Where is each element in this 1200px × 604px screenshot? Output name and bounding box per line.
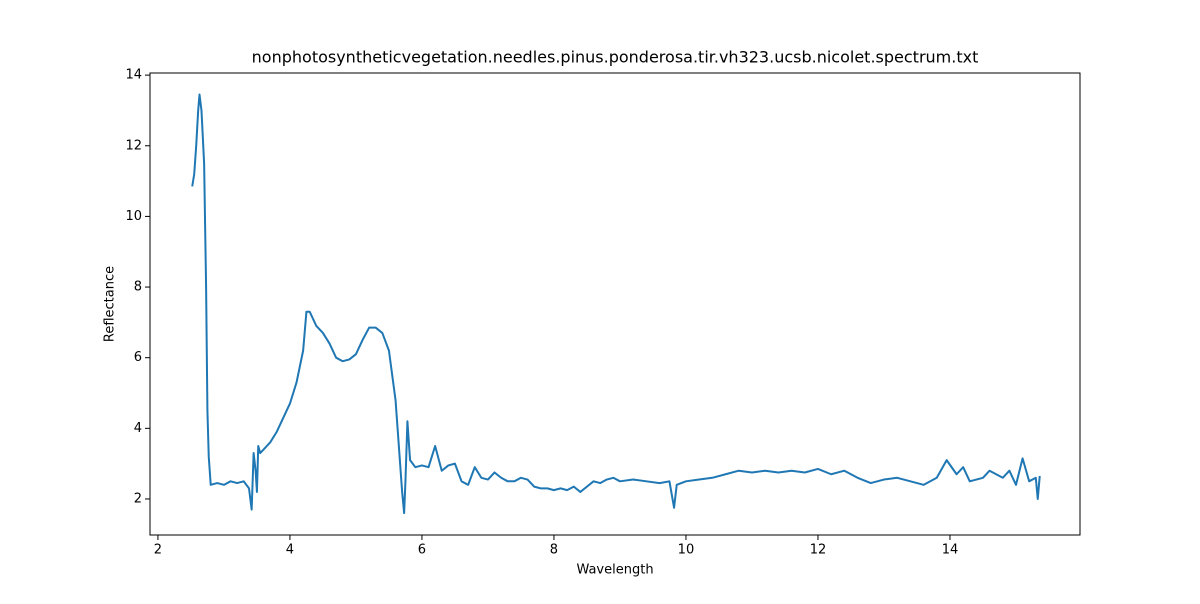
x-tick-label: 8 <box>550 543 558 558</box>
x-tick-label: 2 <box>154 543 162 558</box>
y-tick-label: 6 <box>134 350 142 365</box>
chart-title: nonphotosyntheticvegetation.needles.pinu… <box>252 48 979 67</box>
y-tick-label: 8 <box>134 280 142 295</box>
y-tick-label: 4 <box>134 421 142 436</box>
plot-frame <box>149 72 1081 536</box>
x-axis-label: Wavelength <box>576 563 653 578</box>
y-tick-label: 12 <box>125 138 142 153</box>
y-tick-label: 2 <box>134 491 142 506</box>
y-axis-label: Reflectance <box>103 266 118 342</box>
x-tick-label: 4 <box>286 543 294 558</box>
x-tick-label: 6 <box>418 543 426 558</box>
x-tick-label: 12 <box>810 543 827 558</box>
x-tick-label: 10 <box>678 543 695 558</box>
line <box>191 93 1041 515</box>
y-tick-label: 14 <box>125 68 142 83</box>
x-tick-label: 14 <box>942 543 959 558</box>
y-tick-label: 10 <box>125 209 142 224</box>
